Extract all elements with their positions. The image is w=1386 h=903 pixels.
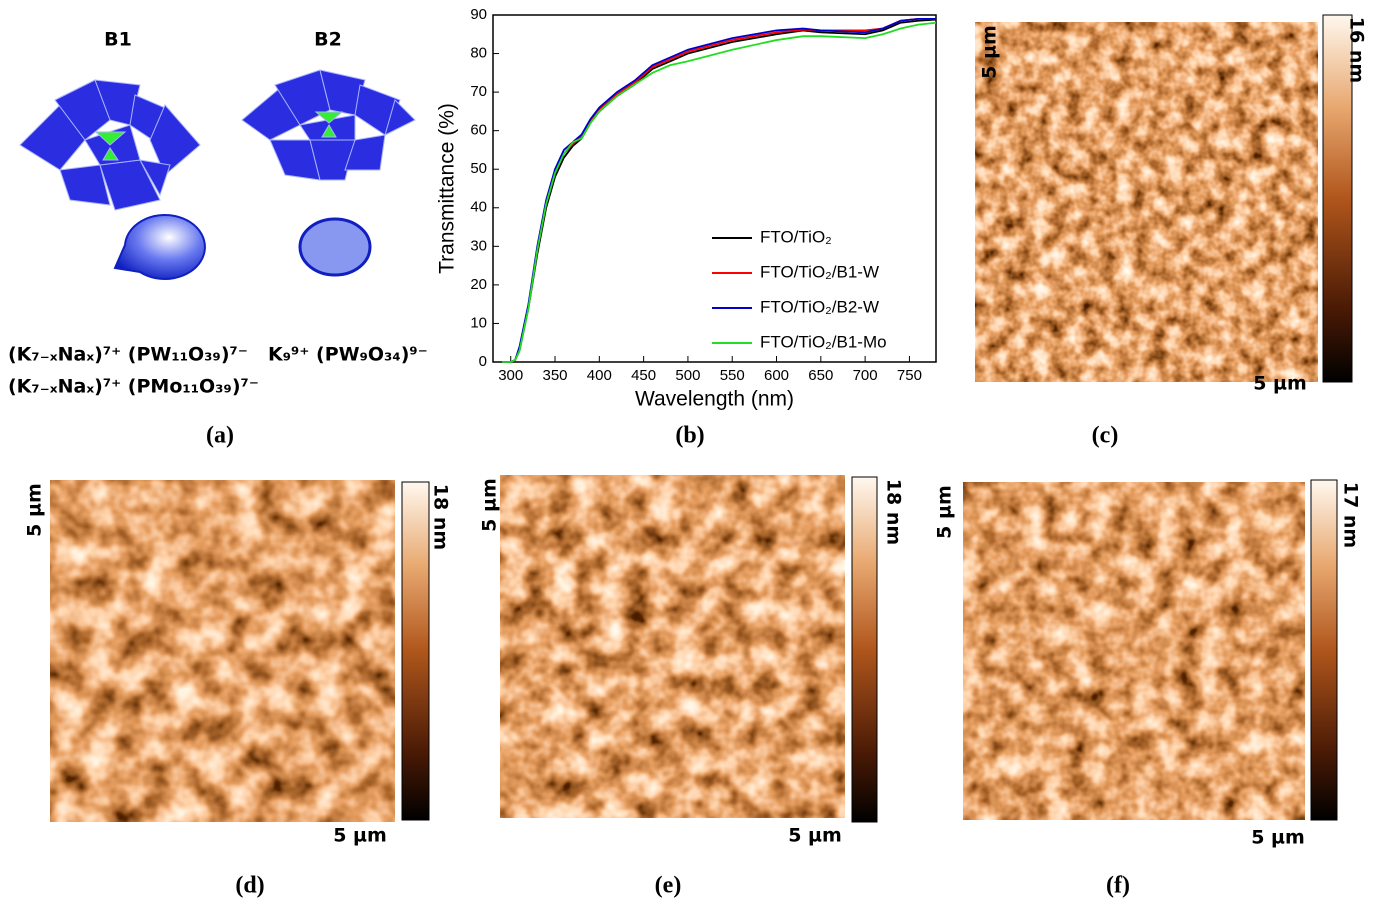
b1-title: B1 [104,29,132,51]
b2-title: B2 [314,29,342,51]
x-tick-label: 600 [764,367,789,384]
colorbar [1322,14,1353,383]
scale-label: 5 µm [788,825,842,847]
y-tick-label: 40 [470,199,487,216]
colorbar-label: 18 nm [430,484,452,550]
legend-label: FTO/TiO₂/B1-W [760,262,879,281]
x-tick-label: 700 [853,367,878,384]
afm-image [50,480,395,822]
scale-label: 5 µm [479,478,501,532]
plot-frame [492,14,937,363]
afm-panels: 16 nm 5 µm 5 µm (c) 18 nm 5 µm 5 µm (d) 18 nm 5 µ… [24,14,1368,899]
scale-label: 5 µm [333,825,387,847]
scale-label: 5 µm [934,485,956,539]
colorbar [851,476,878,823]
b1-shape [113,214,206,280]
afm-image [500,475,845,818]
panel-label: (f) [1106,873,1130,899]
y-tick-label: 0 [479,353,487,370]
x-tick-label: 650 [808,367,833,384]
x-tick-label: 400 [587,367,612,384]
panel-label: (d) [235,873,264,899]
legend-label: FTO/TiO₂ [760,227,832,246]
x-tick-label: 300 [498,367,523,384]
scale-label: 5 µm [1253,373,1307,395]
colorbar-label: 17 nm [1340,482,1362,548]
panel-label: (c) [1092,423,1119,449]
b2-structure [241,69,416,181]
panel-label: (b) [675,423,704,449]
b1-structure [19,79,201,211]
colorbar-label: 18 nm [883,479,905,545]
y-tick-label: 60 [470,122,487,139]
scale-label: 5 µm [1251,827,1305,849]
afm-image [975,22,1318,382]
b1-formula: (K₇₋ₓNaₓ)⁷⁺ (PMo₁₁O₃₉)⁷⁻ [8,376,259,398]
legend-label: FTO/TiO₂/B1-Mo [760,332,887,351]
scale-label: 5 µm [979,25,1001,79]
colorbar-label: 16 nm [1346,17,1368,83]
y-tick-label: 30 [470,237,487,254]
legend-label: FTO/TiO₂/B2-W [760,297,879,316]
y-tick-label: 10 [470,314,487,331]
x-tick-label: 500 [675,367,700,384]
y-axis-label: Transmittance (%) [436,103,459,274]
panel-label: (e) [655,873,682,899]
panel-a: B1 B2 (K₇₋ₓNaₓ)⁷⁺ (PW₁₁O₃₉)⁷⁻ (K₇₋ₓNaₓ)⁷… [8,29,428,449]
panel-label: (a) [206,423,234,449]
x-tick-label: 350 [543,367,568,384]
colorbar [401,481,430,821]
colorbar [1310,479,1338,821]
scale-label: 5 µm [24,483,46,537]
x-tick-label: 450 [631,367,656,384]
y-tick-label: 80 [470,45,487,62]
x-tick-label: 750 [897,367,922,384]
b2-shape [298,217,372,277]
y-tick-label: 50 [470,160,487,177]
y-tick-label: 20 [470,276,487,293]
x-tick-label: 550 [720,367,745,384]
series-line [501,21,937,363]
y-tick-label: 90 [470,6,487,23]
panel-b: 300 350 400 450 500 550 600 650 700 750 0 10 20 30 40 5… [436,6,937,449]
b1-formula: (K₇₋ₓNaₓ)⁷⁺ (PW₁₁O₃₉)⁷⁻ [8,344,248,366]
afm-image [963,482,1305,820]
x-axis-label: Wavelength (nm) [635,388,794,411]
b2-formula: K₉⁹⁺ (PW₉O₃₄)⁹⁻ [268,344,428,366]
y-tick-label: 70 [470,83,487,100]
